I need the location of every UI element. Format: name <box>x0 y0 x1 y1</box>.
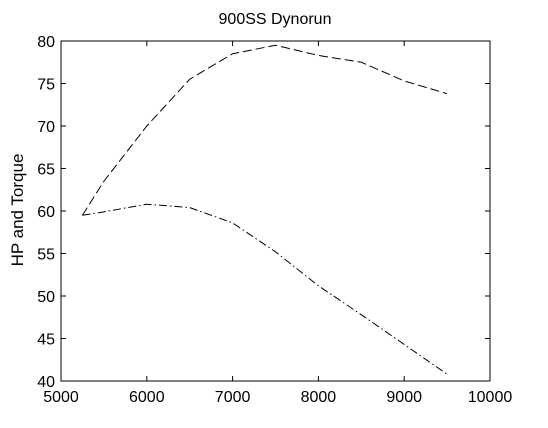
tick-layer: 5000 6000 7000 8000 9000 10000 40 45 50 55 60 65 70 7… <box>37 34 512 406</box>
x-tick-label: 6000 <box>129 389 165 406</box>
y-tick-label: 70 <box>37 119 55 136</box>
y-tick-label: 55 <box>37 247 55 264</box>
x-tick-label: 8000 <box>301 389 337 406</box>
y-tick-label: 80 <box>37 34 55 51</box>
y-tick-label: 65 <box>37 162 55 179</box>
y-tick-label: 75 <box>37 77 55 94</box>
x-tick-label: 5000 <box>43 389 79 406</box>
x-tick-label: 7000 <box>215 389 251 406</box>
x-tick-label: 9000 <box>386 389 422 406</box>
series-layer <box>82 44 448 375</box>
chart-title: 900SS Dynorun <box>219 11 332 28</box>
plot-area-frame <box>60 40 491 382</box>
y-tick-label: 60 <box>37 204 55 221</box>
y-tick-label: 40 <box>37 374 55 391</box>
series-line-1 <box>82 44 448 216</box>
y-axis-label: HP and Torque <box>8 154 27 267</box>
x-tick-label: 10000 <box>468 389 513 406</box>
y-tick-label: 45 <box>37 332 55 349</box>
y-tick-label: 50 <box>37 289 55 306</box>
